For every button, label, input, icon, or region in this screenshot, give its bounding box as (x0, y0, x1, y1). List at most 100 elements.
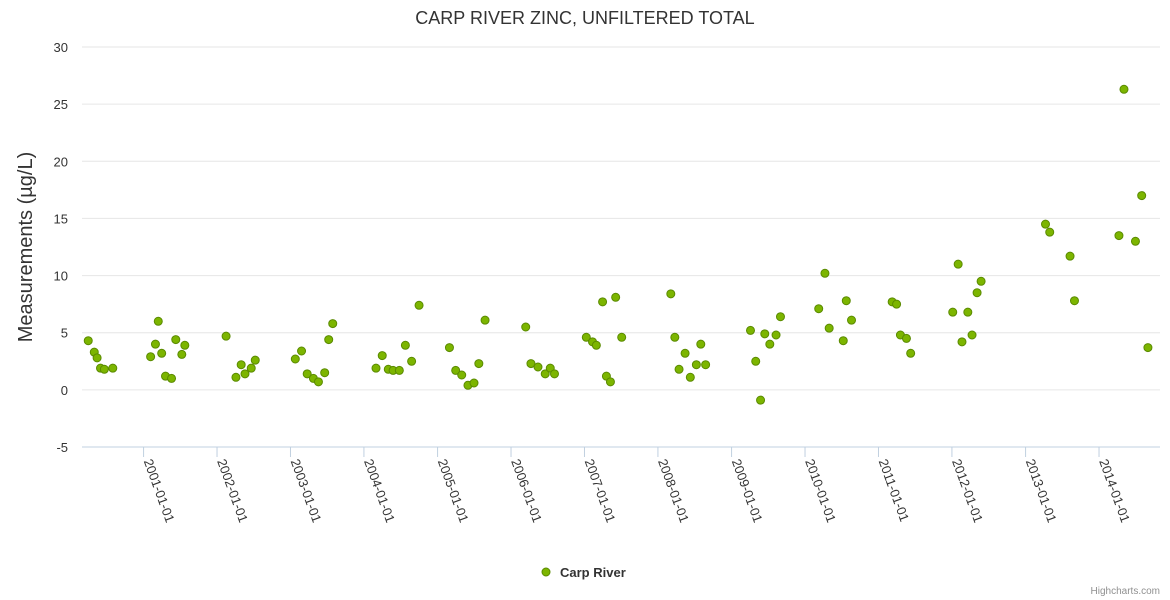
data-point[interactable] (820, 268, 830, 278)
data-point[interactable] (605, 377, 615, 387)
data-point[interactable] (841, 296, 851, 306)
data-point[interactable] (146, 352, 156, 362)
data-point[interactable] (1045, 227, 1055, 237)
data-point[interactable] (1069, 296, 1079, 306)
data-point[interactable] (771, 330, 781, 340)
data-point[interactable] (377, 351, 387, 361)
data-point[interactable] (180, 340, 190, 350)
data-point[interactable] (760, 329, 770, 339)
data-point[interactable] (297, 346, 307, 356)
credits-link[interactable]: Highcharts.com (1091, 586, 1160, 597)
data-point[interactable] (457, 370, 467, 380)
data-point[interactable] (1130, 236, 1140, 246)
data-point[interactable] (469, 378, 479, 388)
data-point[interactable] (167, 373, 177, 383)
data-point[interactable] (83, 336, 93, 346)
legend-item-carp-river[interactable]: Carp River (560, 565, 626, 580)
x-tick-label: 2002-01-01 (214, 457, 251, 525)
data-point[interactable] (674, 364, 684, 374)
data-point[interactable] (150, 339, 160, 349)
data-point[interactable] (963, 307, 973, 317)
data-point[interactable] (680, 348, 690, 358)
data-point[interactable] (1040, 219, 1050, 229)
y-tick-label: 0 (61, 383, 68, 398)
x-tick-label: 2010-01-01 (802, 457, 839, 525)
x-tick-label: 2003-01-01 (288, 457, 325, 525)
data-point[interactable] (246, 363, 256, 373)
data-point[interactable] (521, 322, 531, 332)
data-point[interactable] (302, 369, 312, 379)
data-point[interactable] (157, 348, 167, 358)
data-point[interactable] (526, 359, 536, 369)
data-point[interactable] (611, 292, 621, 302)
data-point[interactable] (670, 332, 680, 342)
data-point[interactable] (533, 362, 543, 372)
data-point[interactable] (765, 339, 775, 349)
data-point[interactable] (451, 365, 461, 375)
data-point[interactable] (814, 304, 824, 314)
data-point[interactable] (751, 356, 761, 366)
data-point[interactable] (972, 288, 982, 298)
y-axis: -5 0 5 10 15 20 25 30 (54, 40, 68, 455)
data-point[interactable] (598, 297, 608, 307)
series-carp-river[interactable] (83, 84, 1153, 405)
data-point[interactable] (99, 364, 109, 374)
data-point[interactable] (540, 369, 550, 379)
data-point[interactable] (324, 335, 334, 345)
legend-marker[interactable] (541, 567, 551, 577)
data-point[interactable] (474, 359, 484, 369)
data-point[interactable] (696, 339, 706, 349)
y-tick-label: -5 (56, 440, 68, 455)
data-point[interactable] (414, 300, 424, 310)
data-point[interactable] (666, 289, 676, 299)
data-point[interactable] (313, 377, 323, 387)
data-point[interactable] (394, 365, 404, 375)
data-point[interactable] (177, 349, 187, 359)
data-point[interactable] (957, 337, 967, 347)
data-point[interactable] (549, 369, 559, 379)
data-point[interactable] (691, 360, 701, 370)
data-point[interactable] (948, 307, 958, 317)
data-point[interactable] (108, 363, 118, 373)
data-point[interactable] (153, 316, 163, 326)
data-point[interactable] (221, 331, 231, 341)
legend[interactable]: Carp River (541, 565, 626, 580)
data-point[interactable] (953, 259, 963, 269)
data-point[interactable] (685, 372, 695, 382)
data-point[interactable] (1137, 191, 1147, 201)
data-point[interactable] (838, 336, 848, 346)
data-point[interactable] (250, 355, 260, 365)
data-point[interactable] (444, 343, 454, 353)
data-point[interactable] (236, 360, 246, 370)
data-point[interactable] (901, 333, 911, 343)
data-point[interactable] (1114, 231, 1124, 241)
data-point[interactable] (92, 353, 102, 363)
data-point[interactable] (480, 315, 490, 325)
data-point[interactable] (745, 325, 755, 335)
data-point[interactable] (407, 356, 417, 366)
data-point[interactable] (1065, 251, 1075, 261)
data-point[interactable] (240, 369, 250, 379)
data-point[interactable] (976, 276, 986, 286)
data-point[interactable] (906, 348, 916, 358)
data-point[interactable] (701, 360, 711, 370)
data-point[interactable] (328, 319, 338, 329)
data-point[interactable] (892, 299, 902, 309)
data-point[interactable] (231, 372, 241, 382)
data-point[interactable] (171, 335, 181, 345)
data-point[interactable] (756, 395, 766, 405)
data-point[interactable] (371, 363, 381, 373)
data-point[interactable] (591, 340, 601, 350)
data-point[interactable] (1143, 343, 1153, 353)
data-point[interactable] (581, 332, 591, 342)
data-point[interactable] (320, 368, 330, 378)
data-point[interactable] (967, 330, 977, 340)
y-tick-label: 25 (54, 97, 68, 112)
data-point[interactable] (290, 354, 300, 364)
data-point[interactable] (824, 323, 834, 333)
data-point[interactable] (1119, 84, 1129, 94)
data-point[interactable] (400, 340, 410, 350)
data-point[interactable] (775, 312, 785, 322)
data-point[interactable] (847, 315, 857, 325)
data-point[interactable] (617, 332, 627, 342)
